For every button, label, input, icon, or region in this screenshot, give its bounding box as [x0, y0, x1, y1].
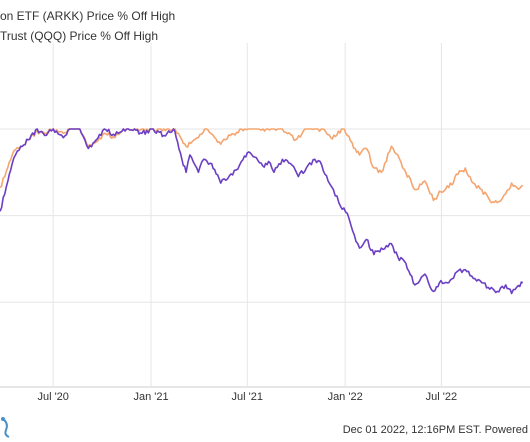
- legend: on ETF (ARKK) Price % Off High Trust (QQ…: [0, 6, 175, 46]
- x-axis-ticks: Jul '20 Jan '21 Jul '21 Jan '22 Jul '22: [37, 391, 457, 403]
- x-tick-label: Jan '22: [328, 391, 363, 403]
- x-tick-label: Jul '21: [232, 391, 263, 403]
- series-line-arkk: [0, 128, 524, 295]
- ycharts-logo-icon: [1, 417, 10, 438]
- gridlines: [0, 43, 530, 388]
- x-tick-label: Jul '22: [426, 391, 457, 403]
- legend-entry-qqq[interactable]: Trust (QQQ) Price % Off High: [0, 29, 159, 43]
- footer-timestamp: Dec 01 2022, 12:16PM EST. Powered: [342, 424, 528, 436]
- series-lines: [0, 128, 524, 295]
- series-line-qqq: [0, 128, 524, 204]
- x-tick-label: Jan '21: [133, 391, 168, 403]
- x-tick-label: Jul '20: [37, 391, 68, 403]
- legend-entry-arkk[interactable]: on ETF (ARKK) Price % Off High: [0, 9, 176, 23]
